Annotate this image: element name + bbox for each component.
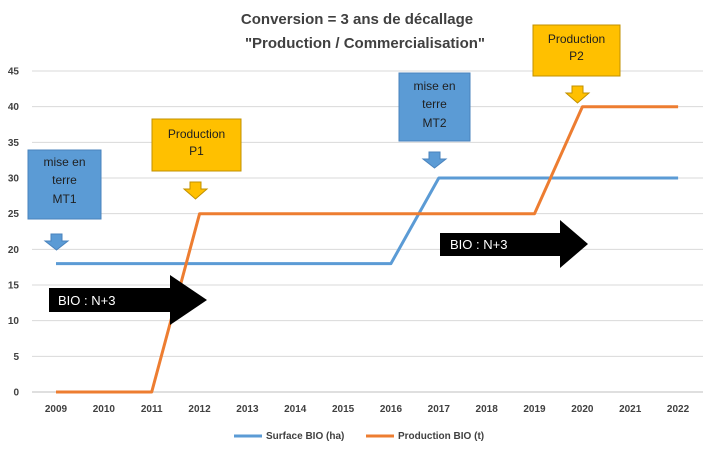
callout-p2-box bbox=[532, 24, 621, 77]
callout-mt2: mise en terre MT2 bbox=[398, 72, 471, 169]
callout-mt2-line3: MT2 bbox=[423, 116, 447, 130]
y-tick-label: 40 bbox=[8, 102, 20, 113]
bio-n3-arrow-2-label: BIO : N+3 bbox=[450, 237, 507, 252]
callout-p2-line1: Production bbox=[548, 32, 605, 46]
y-tick-label: 10 bbox=[8, 316, 20, 327]
callout-mt1: mise en terre MT1 bbox=[27, 149, 102, 251]
series-line-1 bbox=[56, 105, 679, 394]
callout-mt1-line1: mise en bbox=[43, 155, 85, 169]
legend-label-surface: Surface BIO (ha) bbox=[266, 431, 344, 442]
x-tick-label: 2012 bbox=[188, 404, 211, 415]
legend-label-production: Production BIO (t) bbox=[398, 431, 484, 442]
x-tick-label: 2022 bbox=[667, 404, 690, 415]
callout-p2-down-arrow-icon bbox=[564, 85, 591, 104]
x-tick-label: 2019 bbox=[523, 404, 546, 415]
callout-mt2-box bbox=[398, 72, 471, 142]
x-tick-label: 2014 bbox=[284, 404, 307, 415]
y-tick-label: 20 bbox=[8, 245, 20, 256]
right-arrow-icon bbox=[49, 275, 207, 325]
series-lines bbox=[56, 105, 679, 394]
x-tick-label: 2009 bbox=[45, 404, 68, 415]
callout-p2-line2: P2 bbox=[569, 49, 584, 63]
x-tick-label: 2017 bbox=[428, 404, 451, 415]
x-tick-label: 2013 bbox=[236, 404, 259, 415]
callout-p1-line2: P1 bbox=[189, 144, 204, 158]
y-tick-label: 30 bbox=[8, 174, 20, 185]
y-tick-label: 15 bbox=[8, 281, 20, 292]
x-tick-label: 2015 bbox=[332, 404, 355, 415]
y-tick-label: 5 bbox=[13, 352, 19, 363]
callout-p1-down-arrow-icon bbox=[182, 181, 209, 200]
callout-mt1-line2: terre bbox=[52, 173, 77, 187]
y-tick-label: 45 bbox=[8, 67, 20, 78]
x-axis-ticks: 2009 2010 2011 2012 2013 2014 2015 2016 2017 2018… bbox=[45, 404, 690, 415]
callout-mt2-line1: mise en bbox=[413, 79, 455, 93]
x-tick-label: 2018 bbox=[476, 404, 499, 415]
callout-mt2-down-arrow-icon bbox=[421, 151, 448, 169]
x-tick-label: 2016 bbox=[380, 404, 403, 415]
x-tick-label: 2011 bbox=[141, 404, 163, 415]
chart-title-line2: "Production / Commercialisation" bbox=[245, 35, 485, 52]
callout-mt1-line3: MT1 bbox=[53, 192, 77, 206]
x-tick-label: 2010 bbox=[93, 404, 116, 415]
y-tick-label: 25 bbox=[8, 209, 20, 220]
callout-p1: Production P1 bbox=[151, 118, 242, 200]
x-tick-label: 2021 bbox=[619, 404, 642, 415]
callout-mt2-line2: terre bbox=[422, 97, 447, 111]
callout-p1-line1: Production bbox=[168, 127, 225, 141]
y-tick-label: 0 bbox=[13, 388, 19, 399]
callout-mt1-down-arrow-icon bbox=[43, 233, 70, 251]
series-line-0 bbox=[56, 176, 679, 266]
bio-n3-arrow-2: BIO : N+3 bbox=[440, 220, 588, 268]
right-arrow-icon bbox=[440, 220, 588, 268]
bio-n3-arrow-1-label: BIO : N+3 bbox=[58, 293, 115, 308]
y-tick-label: 35 bbox=[8, 138, 20, 149]
chart-title-line1: Conversion = 3 ans de décallage bbox=[241, 11, 473, 28]
callout-p2: Production P2 bbox=[532, 24, 621, 104]
legend: Surface BIO (ha) Production BIO (t) bbox=[234, 431, 484, 442]
callout-mt1-box bbox=[27, 149, 102, 220]
x-tick-label: 2020 bbox=[571, 404, 594, 415]
y-axis-ticks: 0 5 10 15 20 25 30 35 40 45 bbox=[8, 67, 20, 399]
callout-p1-box bbox=[151, 118, 242, 172]
bio-n3-arrow-1: BIO : N+3 bbox=[49, 275, 207, 325]
